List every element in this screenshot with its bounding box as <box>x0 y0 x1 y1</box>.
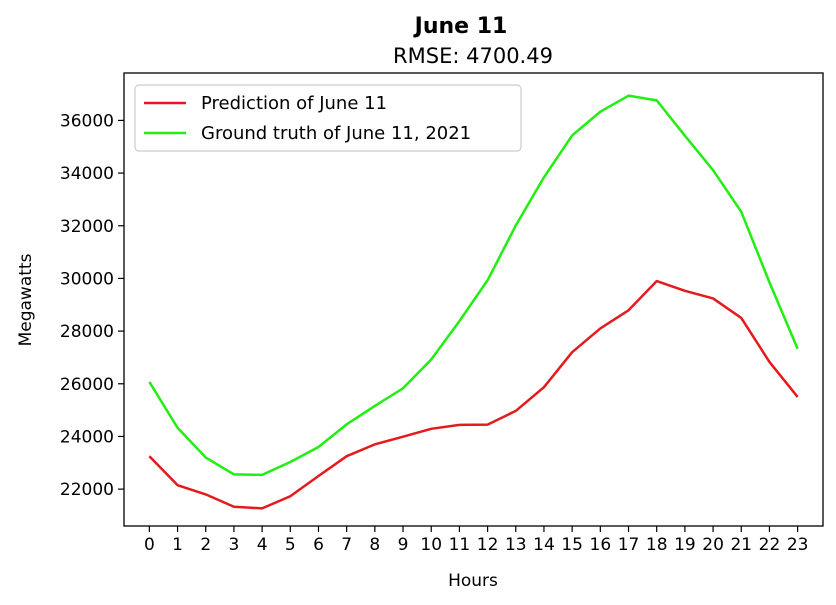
y-tick-label: 36000 <box>60 111 114 131</box>
chart-title: June 11 <box>413 14 508 39</box>
x-tick-label: 12 <box>477 535 499 555</box>
x-tick-label: 6 <box>313 535 324 555</box>
y-tick-label: 22000 <box>60 480 114 500</box>
x-tick-label: 11 <box>449 535 471 555</box>
x-tick-label: 19 <box>674 535 696 555</box>
x-tick-label: 4 <box>257 535 268 555</box>
x-tick-label: 1 <box>172 535 183 555</box>
x-tick-label: 18 <box>646 535 668 555</box>
y-tick-label: 26000 <box>60 375 114 395</box>
x-tick-label: 20 <box>702 535 724 555</box>
y-tick-label: 32000 <box>60 217 114 237</box>
x-tick-label: 9 <box>398 535 409 555</box>
y-axis-label: Megawatts <box>16 253 36 346</box>
series-line-ground-truth <box>148 94 799 477</box>
plot-frame <box>123 72 824 527</box>
y-tick-label: 30000 <box>60 269 114 289</box>
chart-subtitle: RMSE: 4700.49 <box>393 44 553 68</box>
y-tick-label: 24000 <box>60 427 114 447</box>
x-tick-label: 14 <box>533 535 555 555</box>
x-tick-label: 16 <box>590 535 612 555</box>
x-tick-label: 10 <box>420 535 442 555</box>
x-tick-label: 13 <box>505 535 527 555</box>
x-tick-label: 22 <box>759 535 781 555</box>
y-axis-ticks: 22000 24000 26000 28000 30000 32000 34000 36000 <box>60 111 124 500</box>
x-tick-label: 7 <box>341 535 352 555</box>
x-axis-ticks: 0 1 2 3 4 5 6 7 8 9 10 11 12 13 14 15 16 17 18 19 20 21 22 23 <box>144 526 809 555</box>
legend-label-prediction: Prediction of June 11 <box>201 93 387 114</box>
x-tick-label: 0 <box>144 535 155 555</box>
legend: Prediction of June 11 Ground truth of Ju… <box>134 84 522 152</box>
x-tick-label: 17 <box>618 535 640 555</box>
x-tick-label: 15 <box>561 535 583 555</box>
x-tick-label: 5 <box>285 535 296 555</box>
x-tick-label: 8 <box>369 535 380 555</box>
legend-box <box>134 84 522 152</box>
legend-label-ground-truth: Ground truth of June 11, 2021 <box>201 123 471 144</box>
x-tick-label: 2 <box>200 535 211 555</box>
x-tick-label: 21 <box>730 535 752 555</box>
y-tick-label: 28000 <box>60 322 114 342</box>
plot-lines <box>148 94 799 510</box>
x-tick-label: 3 <box>229 535 240 555</box>
x-axis-label: Hours <box>448 571 498 591</box>
x-tick-label: 23 <box>787 535 809 555</box>
y-tick-label: 34000 <box>60 164 114 184</box>
series-line-prediction <box>148 279 799 510</box>
